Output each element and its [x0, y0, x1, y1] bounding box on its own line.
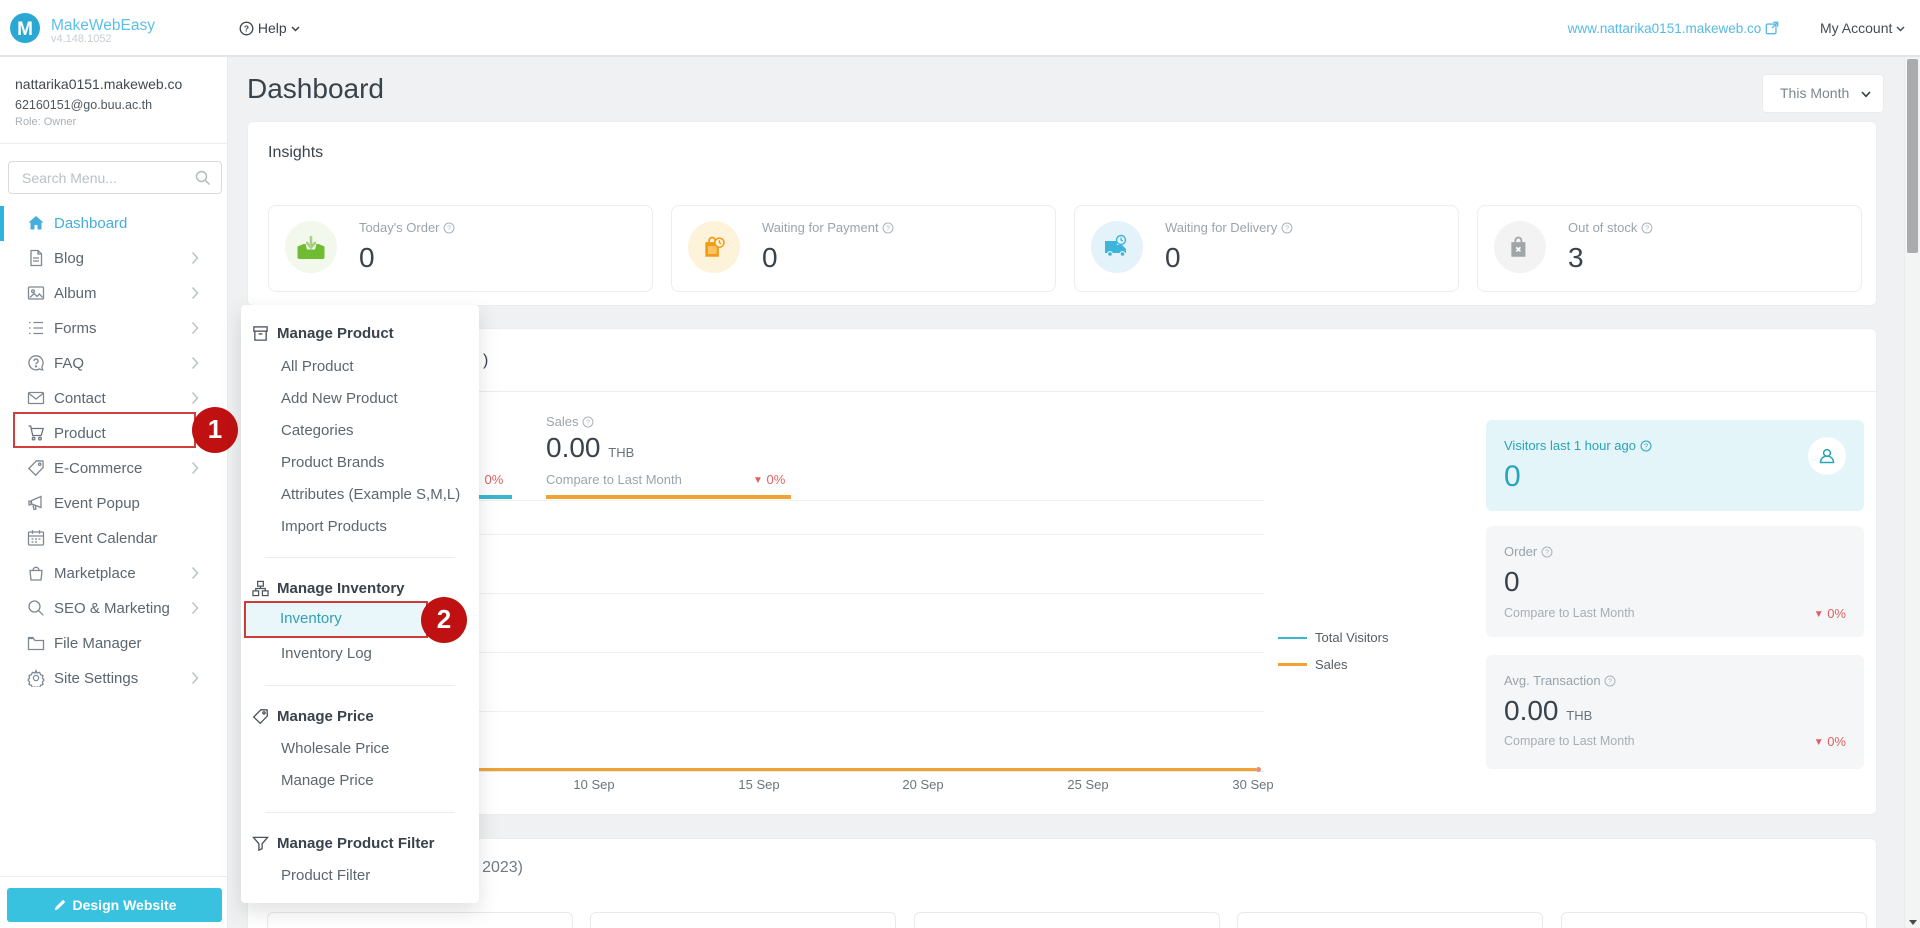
svg-text:?: ? [1644, 442, 1648, 451]
svg-text:?: ? [886, 224, 890, 233]
svg-text:?: ? [1608, 677, 1612, 686]
svg-text:?: ? [447, 224, 451, 233]
svg-text:?: ? [1285, 224, 1289, 233]
svg-text:?: ? [1645, 224, 1649, 233]
svg-text:?: ? [1545, 548, 1549, 557]
svg-text:M: M [17, 19, 33, 40]
svg-text:?: ? [244, 24, 249, 34]
svg-text:?: ? [586, 418, 590, 427]
